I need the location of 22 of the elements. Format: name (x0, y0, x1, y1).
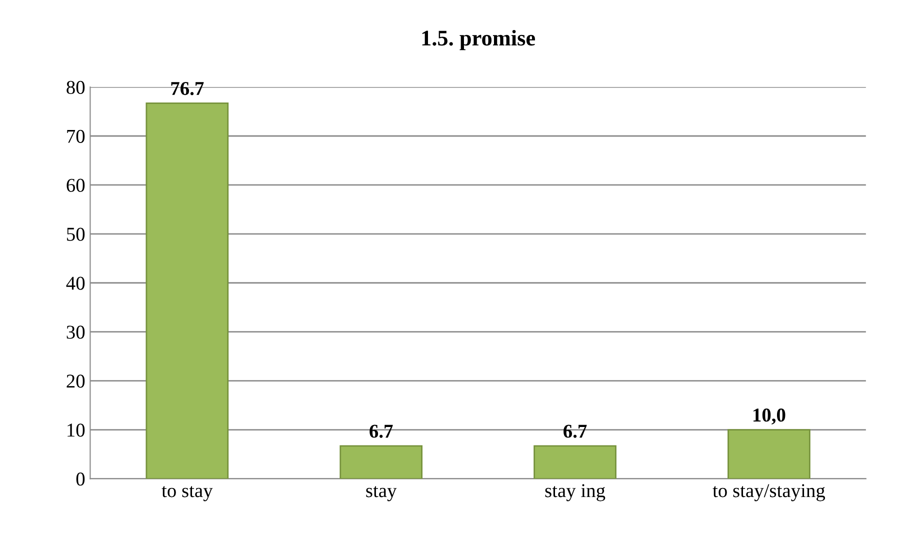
bar (146, 102, 229, 479)
y-tick-label: 50 (67, 228, 85, 241)
bar (728, 429, 810, 479)
chart-title: 1.5. promise (422, 30, 535, 50)
y-tick-label: 40 (66, 276, 85, 290)
data-label: 6.7 (370, 424, 393, 438)
y-tick-label: 10 (68, 424, 85, 437)
data-label: 10,0 (754, 408, 786, 424)
bar (340, 445, 423, 479)
x-tick-label: to stay/staying (712, 484, 826, 502)
x-tick-label: to stay (162, 486, 213, 502)
x-tick-label: stay (366, 486, 397, 502)
y-tick-label: 80 (66, 80, 85, 94)
y-tick-label: 70 (67, 130, 85, 143)
y-tick-label: 20 (66, 374, 85, 388)
y-tick-label: 30 (66, 326, 85, 339)
data-label: 6.7 (564, 424, 587, 438)
y-tick-label: 60 (66, 178, 85, 192)
data-label: 76.7 (171, 82, 204, 96)
bar (534, 445, 616, 479)
y-tick-label: 0 (76, 472, 85, 486)
x-tick-label: stay ing (545, 484, 606, 502)
